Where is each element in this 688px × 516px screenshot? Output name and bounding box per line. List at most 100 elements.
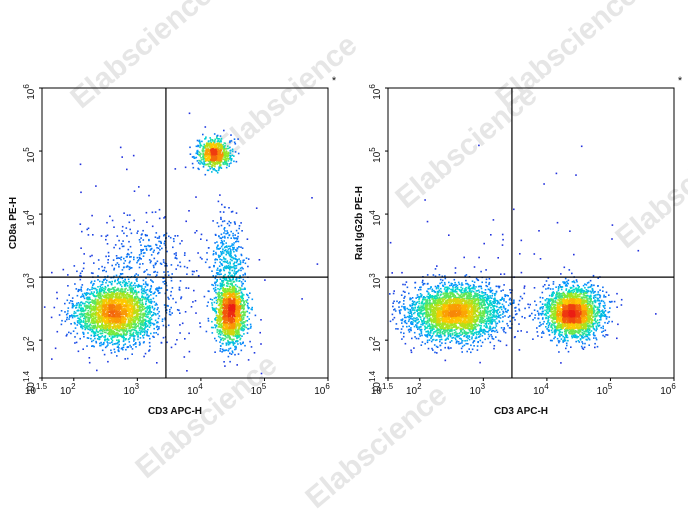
event-dot: [86, 312, 89, 314]
event-dot: [139, 317, 141, 320]
event-dot: [238, 227, 240, 230]
event-dot: [96, 294, 98, 297]
event-dot: [120, 290, 122, 292]
event-dot: [163, 277, 165, 279]
event-dot: [148, 349, 151, 351]
event-dot: [200, 161, 202, 163]
event-dot: [86, 323, 89, 325]
event-dot: [134, 300, 136, 302]
event-dot: [149, 317, 152, 319]
event-dot: [229, 261, 231, 263]
event-dot: [94, 332, 97, 334]
event-dot: [114, 320, 116, 322]
event-dot: [137, 283, 140, 286]
event-dot: [216, 269, 218, 271]
event-dot: [126, 297, 129, 300]
event-dot: [233, 160, 235, 163]
event-dot: [245, 320, 247, 322]
event-dot: [214, 261, 217, 264]
event-dot: [109, 302, 111, 304]
event-dot: [227, 147, 230, 150]
event-dot: [228, 335, 231, 337]
event-dot: [237, 311, 240, 314]
event-dot: [103, 353, 106, 356]
event-dot: [219, 336, 221, 339]
event-dot: [224, 323, 226, 326]
event-dot: [91, 326, 94, 329]
event-dot: [224, 296, 226, 298]
event-dot: [135, 313, 138, 316]
event-dot: [130, 321, 132, 323]
event-dot: [163, 234, 166, 236]
event-dot: [138, 327, 140, 329]
event-dot: [121, 315, 124, 318]
event-dot: [150, 318, 153, 321]
event-dot: [243, 259, 245, 261]
event-dot: [237, 138, 239, 140]
event-dot: [90, 304, 92, 306]
event-dot: [97, 309, 100, 312]
event-dot: [119, 296, 121, 298]
event-dot: [216, 280, 218, 282]
event-dot: [132, 300, 135, 302]
event-dot: [215, 291, 217, 294]
event-dot: [124, 298, 126, 300]
event-dot: [217, 311, 220, 314]
event-dot: [159, 245, 161, 247]
event-dot: [189, 146, 191, 149]
event-dot: [121, 317, 123, 320]
event-dot: [135, 278, 138, 281]
event-dot: [61, 319, 63, 322]
event-dot: [94, 324, 96, 327]
event-dot: [213, 290, 216, 292]
event-dot: [233, 323, 236, 326]
event-dot: [121, 273, 124, 275]
event-dot: [124, 310, 126, 312]
event-dot: [128, 296, 131, 298]
event-dot: [164, 280, 166, 283]
event-dot: [157, 312, 159, 315]
event-dot: [219, 268, 222, 271]
event-dot: [88, 357, 91, 359]
event-dot: [179, 242, 181, 245]
event-dot: [237, 240, 240, 243]
event-dot: [250, 325, 252, 328]
event-dot: [123, 332, 126, 334]
event-dot: [223, 206, 226, 208]
event-dot: [111, 322, 113, 324]
event-dot: [96, 314, 98, 316]
event-dot: [102, 330, 104, 333]
event-dot: [93, 291, 95, 293]
event-dot: [97, 318, 100, 320]
event-dot: [225, 150, 228, 152]
event-dot: [237, 331, 240, 334]
event-dot: [213, 140, 216, 142]
event-dot: [74, 315, 76, 318]
event-dot: [202, 146, 205, 149]
event-dot: [240, 281, 243, 283]
event-dot: [217, 333, 220, 335]
event-dot: [229, 332, 232, 334]
event-dot: [72, 305, 74, 308]
event-dot: [92, 309, 94, 311]
event-dot: [233, 267, 236, 269]
event-dot: [94, 334, 97, 337]
event-dot: [239, 287, 242, 290]
event-dot: [226, 280, 229, 282]
event-dot: [125, 315, 127, 317]
event-dot: [213, 265, 215, 267]
event-dot: [142, 323, 144, 325]
event-dot: [221, 284, 224, 286]
event-dot: [230, 274, 232, 277]
event-dot: [65, 335, 68, 337]
event-dot: [147, 299, 150, 302]
event-dot: [95, 312, 97, 314]
event-dot: [227, 155, 229, 157]
event-dot: [207, 165, 210, 167]
event-dot: [107, 307, 109, 310]
event-dot: [148, 310, 151, 312]
event-dot: [164, 265, 166, 267]
event-dot: [130, 319, 133, 322]
event-dot: [184, 338, 186, 340]
event-dot: [208, 153, 210, 155]
